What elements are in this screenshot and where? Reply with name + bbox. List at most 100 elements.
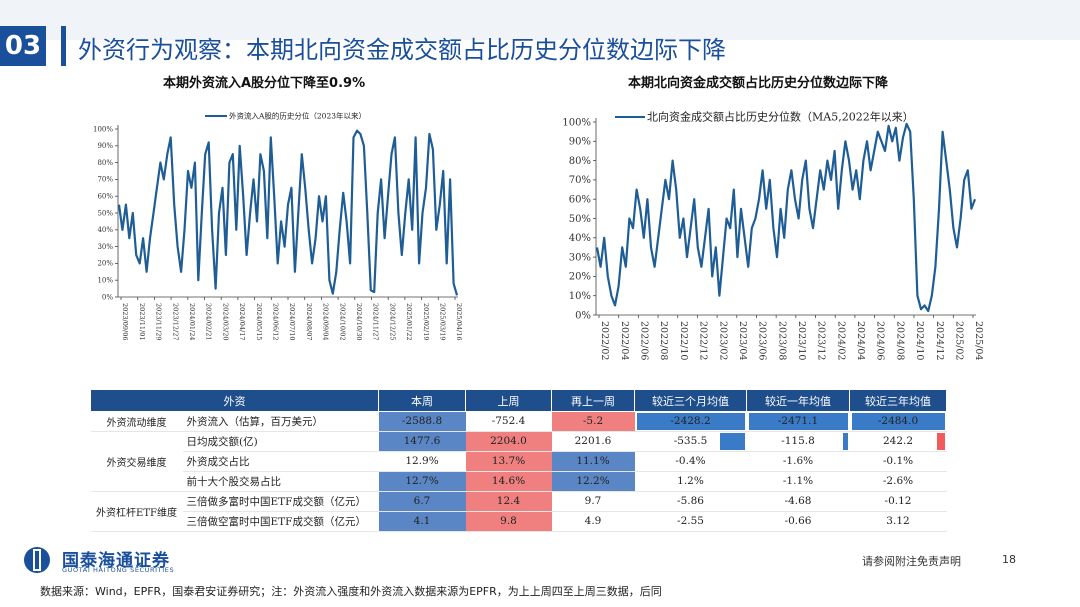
table-cell: 12.4 (465, 491, 552, 512)
y-tick-label: 0% (575, 310, 591, 321)
deviation-bar (936, 433, 945, 450)
x-tick-label: 2024/08/07 (305, 303, 313, 340)
table-cell: -5.2 (551, 411, 635, 432)
x-tick-label: 2022/02 (599, 321, 610, 360)
x-tick-label: 2022/06 (639, 321, 650, 360)
table-cell: -535.5 (634, 431, 747, 452)
table-cell: 13.7% (465, 451, 552, 472)
table-cell: -2588.8 (378, 411, 466, 432)
y-tick-label: 30% (97, 243, 113, 251)
x-tick-label: 2025/02 (953, 321, 964, 360)
table-cell: -752.4 (465, 411, 552, 432)
y-tick-label: 50% (569, 214, 591, 225)
legend-label: 外资流入A股的历史分位（2023年以来） (229, 111, 366, 121)
series-line (595, 122, 977, 313)
x-tick-label: 2022/08 (658, 321, 669, 360)
table-cell: -2471.1 (746, 411, 850, 432)
x-tick-label: 2023/09/06 (121, 303, 129, 340)
x-tick-label: 2024/10 (914, 321, 925, 360)
table-cell: -5.86 (634, 491, 747, 512)
x-tick-label: 2023/06 (757, 321, 768, 360)
chart-foreign-inflow-percentile: 0% 10% 20% 30% 40% 50% 60% 70% 80% 90% 100% 2023/09… (93, 111, 463, 341)
cell-value: -2471.1 (777, 415, 819, 427)
cell-value: -1.1% (782, 475, 814, 487)
table-cell: -1.6% (746, 451, 850, 472)
x-tick-label: 2023/12 (816, 321, 827, 360)
x-tick-label: 2025/04 (973, 321, 984, 360)
cell-value: -752.4 (491, 415, 526, 427)
table-cell: 12.9% (378, 451, 466, 472)
metric-label: 外资流入（估算，百万美元） (182, 411, 379, 432)
cell-value: -5.2 (582, 415, 604, 427)
x-tick-label: 2024/02 (835, 321, 846, 360)
metric-label: 前十大个股交易占比 (182, 471, 379, 492)
cell-value: -0.1% (882, 455, 914, 467)
cell-value: -5.86 (677, 495, 704, 507)
y-tick-label: 20% (569, 272, 591, 283)
table-cell: 14.6% (465, 471, 552, 492)
table-cell: -2.6% (849, 471, 947, 492)
y-tick-label: 100% (562, 117, 591, 128)
metric-label: 三倍做空富时中国ETF成交额（亿元） (182, 511, 379, 532)
cell-value: -115.8 (781, 435, 815, 447)
cell-value: 3.12 (886, 515, 910, 527)
x-tick-label: 2023/11/29 (155, 303, 163, 340)
x-tick-label: 2023/11/01 (138, 303, 146, 340)
y-tick-label: 10% (97, 277, 113, 285)
deviation-bar (851, 413, 945, 430)
y-tick-label: 0% (102, 293, 113, 301)
deviation-bar (748, 413, 848, 430)
metric-label: 三倍做多富时中国ETF成交额（亿元） (182, 491, 379, 512)
cell-value: 14.6% (491, 475, 526, 487)
cell-value: 12.4 (496, 495, 521, 507)
cell-value: 11.1% (576, 455, 610, 467)
cell-value: -0.66 (784, 515, 812, 527)
col-header-foreign: 外资 (90, 389, 379, 412)
table-cell: 2201.6 (551, 431, 635, 452)
table-cell: -115.8 (746, 431, 850, 452)
header-decor (0, 0, 1080, 40)
table-cell: 242.2 (849, 431, 947, 452)
cell-value: -1.6% (782, 455, 814, 467)
cell-value: 1477.6 (403, 435, 441, 447)
x-tick-label: 2023/10 (796, 321, 807, 360)
table-header-row: 外资 本周 上周 再上一周 较近三个月均值 较近一年均值 较近三年均值 (90, 389, 947, 412)
col-header-vs-3y: 较近三年均值 (849, 389, 947, 412)
x-tick-label: 2024/07/10 (288, 303, 296, 340)
x-tick-label: 2025/01/22 (405, 303, 413, 340)
table-cell: 1.2% (634, 471, 747, 492)
y-tick-label: 90% (569, 137, 591, 148)
x-tick-label: 2022/12 (698, 321, 709, 360)
cell-value: 9.7 (584, 495, 602, 507)
table-cell: -0.4% (634, 451, 747, 472)
page-title: 外资行为观察：本期北向资金成交额占比历史分位数边际下降 (78, 36, 726, 64)
x-tick-label: 2022/04 (619, 321, 630, 360)
y-tick-label: 10% (569, 291, 591, 302)
y-tick-label: 40% (569, 233, 591, 244)
dimension-label: 外资杠杆ETF维度 (90, 491, 183, 532)
y-tick-label: 80% (97, 159, 113, 167)
table-cell: 4.9 (551, 511, 635, 532)
table-cell: 2204.0 (465, 431, 552, 452)
company-logo-icon (24, 547, 50, 573)
table-cell: -0.66 (746, 511, 850, 532)
table-row: 前十大个股交易占比 12.7% 14.6% 12.2% 1.2% -1.1% -2.6% (91, 471, 947, 492)
table-cell: 12.7% (378, 471, 466, 492)
x-tick-label: 2024/01/24 (188, 303, 196, 340)
y-tick-label: 70% (97, 176, 113, 184)
metric-label: 日均成交额(亿) (182, 431, 379, 452)
table-cell: -2.55 (634, 511, 747, 532)
table-cell: 3.12 (849, 511, 947, 532)
x-tick-label: 2024/08 (894, 321, 905, 360)
chart1-title: 本期外资流入A股分位下降至0.9% (163, 76, 366, 91)
x-tick-label: 2024/06 (875, 321, 886, 360)
table-row: 三倍做空富时中国ETF成交额（亿元） 4.1 9.8 4.9 -2.55 -0.66 3.1… (91, 511, 947, 532)
cell-value: 2204.0 (490, 435, 527, 447)
table-cell: -4.68 (746, 491, 850, 512)
data-source-note: 数据来源：Wind，EPFR，国泰君安证券研究；注：外资流入强度和外资流入数据来… (40, 585, 662, 598)
disclaimer-text: 请参阅附注免责声明 (862, 555, 961, 568)
cell-value: 12.9% (405, 455, 439, 467)
x-tick-label: 2023/02 (717, 321, 728, 360)
dimension-label: 外资交易维度 (90, 431, 183, 492)
x-tick-label: 2024/11/27 (372, 303, 380, 340)
